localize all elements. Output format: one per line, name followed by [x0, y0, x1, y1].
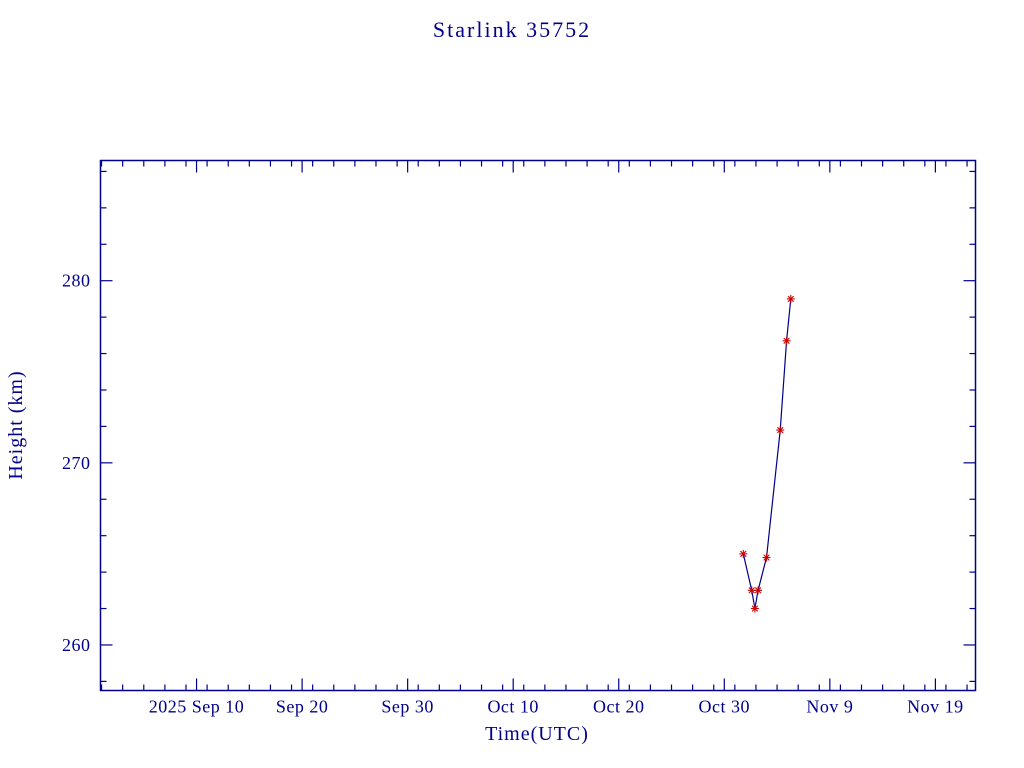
x-tick-label: Sep 20 — [276, 697, 329, 717]
plot-frame — [99, 159, 977, 692]
y-axis-label: Height (km) — [5, 370, 27, 479]
plot-border — [99, 159, 977, 692]
data-point-marker — [762, 553, 771, 562]
x-tick-label: Oct 20 — [593, 697, 645, 717]
height-line — [742, 298, 792, 609]
y-tick-label: 270 — [62, 453, 91, 473]
x-axis-label: Time(UTC) — [485, 723, 589, 745]
x-tick-label: Oct 30 — [699, 697, 751, 717]
chart-title: Starlink 35752 — [433, 17, 591, 42]
tick-labels: 2025 Sep 10 Sep 20 Sep 30 Oct 10 Oct 20 Oct 3… — [62, 271, 964, 717]
data-point-marker — [739, 549, 748, 558]
axis-ticks — [100, 160, 976, 691]
data-point-marker — [754, 586, 763, 595]
data-point-marker — [786, 294, 795, 303]
data-point-marker — [776, 426, 785, 435]
y-tick-label: 280 — [62, 271, 91, 291]
data-series — [739, 294, 795, 613]
data-point-marker — [782, 336, 791, 345]
x-tick-label: 2025 Sep 10 — [149, 697, 245, 717]
x-tick-label: Sep 30 — [381, 697, 434, 717]
data-point-marker — [750, 604, 759, 613]
x-tick-label: Oct 10 — [487, 697, 539, 717]
y-tick-label: 260 — [62, 635, 91, 655]
x-tick-label: Nov 19 — [907, 697, 964, 717]
x-tick-label: Nov 9 — [806, 697, 853, 717]
